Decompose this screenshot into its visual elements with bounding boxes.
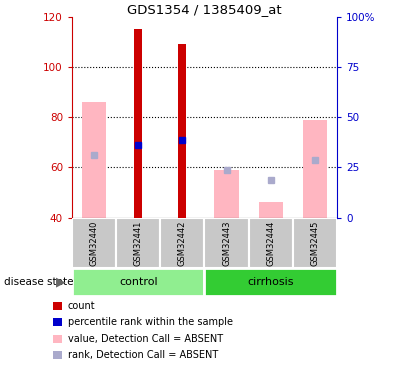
Text: control: control <box>119 277 157 287</box>
Bar <box>259 202 283 217</box>
Text: count: count <box>68 301 95 310</box>
Bar <box>134 29 142 218</box>
Text: GSM32441: GSM32441 <box>134 220 143 266</box>
Text: disease state: disease state <box>4 277 74 287</box>
Text: GSM32444: GSM32444 <box>266 220 275 266</box>
Text: GSM32445: GSM32445 <box>310 220 319 266</box>
Bar <box>215 170 239 217</box>
Bar <box>160 217 205 268</box>
Text: GSM32440: GSM32440 <box>90 220 99 266</box>
Bar <box>205 268 337 296</box>
Bar <box>205 217 249 268</box>
Bar <box>303 120 327 218</box>
Text: rank, Detection Call = ABSENT: rank, Detection Call = ABSENT <box>68 350 218 360</box>
Bar <box>116 217 160 268</box>
Bar <box>82 102 106 218</box>
Text: cirrhosis: cirrhosis <box>247 277 294 287</box>
Text: ▶: ▶ <box>56 276 66 289</box>
Text: GSM32442: GSM32442 <box>178 220 187 266</box>
Text: GSM32443: GSM32443 <box>222 220 231 266</box>
Bar <box>249 217 293 268</box>
Text: value, Detection Call = ABSENT: value, Detection Call = ABSENT <box>68 334 223 344</box>
Bar <box>72 268 205 296</box>
Bar <box>72 217 116 268</box>
Title: GDS1354 / 1385409_at: GDS1354 / 1385409_at <box>127 3 282 16</box>
Bar <box>178 45 186 218</box>
Bar <box>293 217 337 268</box>
Text: percentile rank within the sample: percentile rank within the sample <box>68 317 233 327</box>
